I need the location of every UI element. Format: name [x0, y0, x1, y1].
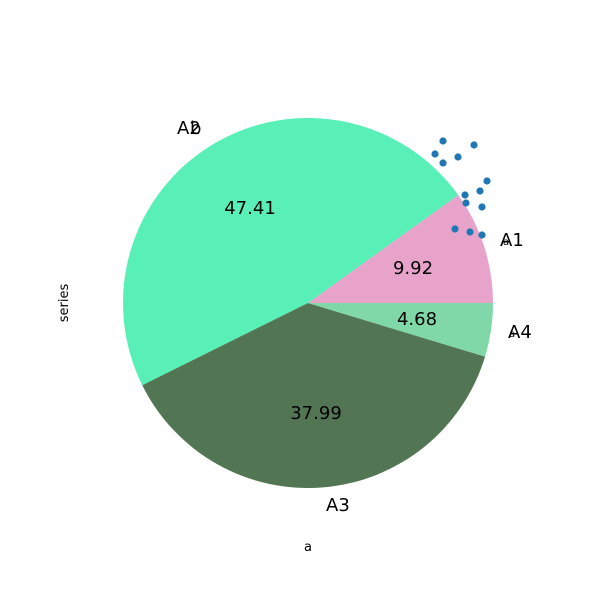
scatter-point-9 — [462, 199, 470, 207]
scatter-point-7 — [476, 187, 484, 195]
pie-slice-a2 — [122, 118, 459, 386]
slice-label-a4: A4 — [508, 322, 532, 343]
scatter-point-3 — [431, 150, 439, 158]
pie-slice-a3 — [142, 303, 486, 488]
slice-label-a2: A2 — [177, 118, 201, 139]
pie-slice-a4 — [308, 303, 493, 357]
pie-slices — [122, 118, 493, 488]
scatter-point-10 — [478, 203, 486, 211]
scatter-point-8 — [461, 191, 469, 199]
value-label-a4: 4.68 — [397, 309, 437, 330]
scatter-point-13 — [451, 225, 459, 233]
slice-label-a3: A3 — [326, 495, 350, 516]
scatter-point-11 — [478, 231, 486, 239]
value-label-a3: 37.99 — [290, 403, 342, 424]
y-axis-label: series — [57, 284, 72, 323]
slice-label-a1: A1 — [500, 230, 524, 251]
scatter-point-2 — [470, 141, 478, 149]
scatter-point-6 — [483, 177, 491, 185]
overlay-label-a-1: a — [503, 237, 509, 248]
scatter-point-1 — [439, 137, 447, 145]
scatter-point-4 — [454, 153, 462, 161]
overlay-label-a-2: a — [509, 329, 515, 340]
value-label-a1: 9.92 — [393, 258, 433, 279]
overlay-scatter-points — [431, 137, 491, 239]
x-axis-label: a — [304, 540, 312, 555]
pie-slice-a1 — [308, 195, 493, 303]
value-label-a2: 47.41 — [224, 198, 276, 219]
scatter-point-12 — [466, 228, 474, 236]
scatter-point-5 — [439, 159, 447, 167]
overlay-label-b: b — [190, 118, 201, 139]
